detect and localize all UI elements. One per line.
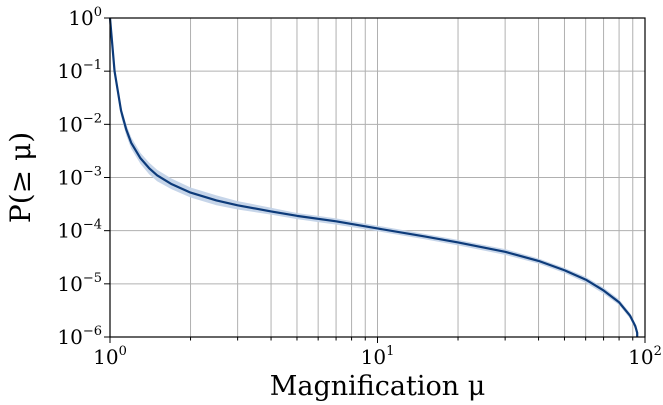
x-axis-label: Magnification μ <box>270 371 486 402</box>
y-tick-label: 10−6 <box>57 324 102 349</box>
axis-labels: Magnification μ P(≥ μ) <box>4 132 485 402</box>
y-tick-label: 10−3 <box>57 165 102 190</box>
data-line <box>108 17 639 337</box>
series-line <box>108 17 639 337</box>
grid <box>109 17 645 338</box>
y-tick-label: 10−2 <box>57 111 102 136</box>
y-axis-label: P(≥ μ) <box>4 132 37 223</box>
y-tick-label: 10−4 <box>57 218 102 243</box>
y-tick-label: 10−5 <box>57 271 102 296</box>
ticks: 100 101 102 100 10−1 10−2 10−3 10−4 10−5 10−6 <box>57 5 661 369</box>
x-tick-label: 101 <box>361 344 395 369</box>
y-tick-label: 10−1 <box>57 58 102 83</box>
y-tick-label: 100 <box>68 5 102 30</box>
x-tick-label: 100 <box>93 344 127 369</box>
x-tick-label: 102 <box>628 344 662 369</box>
